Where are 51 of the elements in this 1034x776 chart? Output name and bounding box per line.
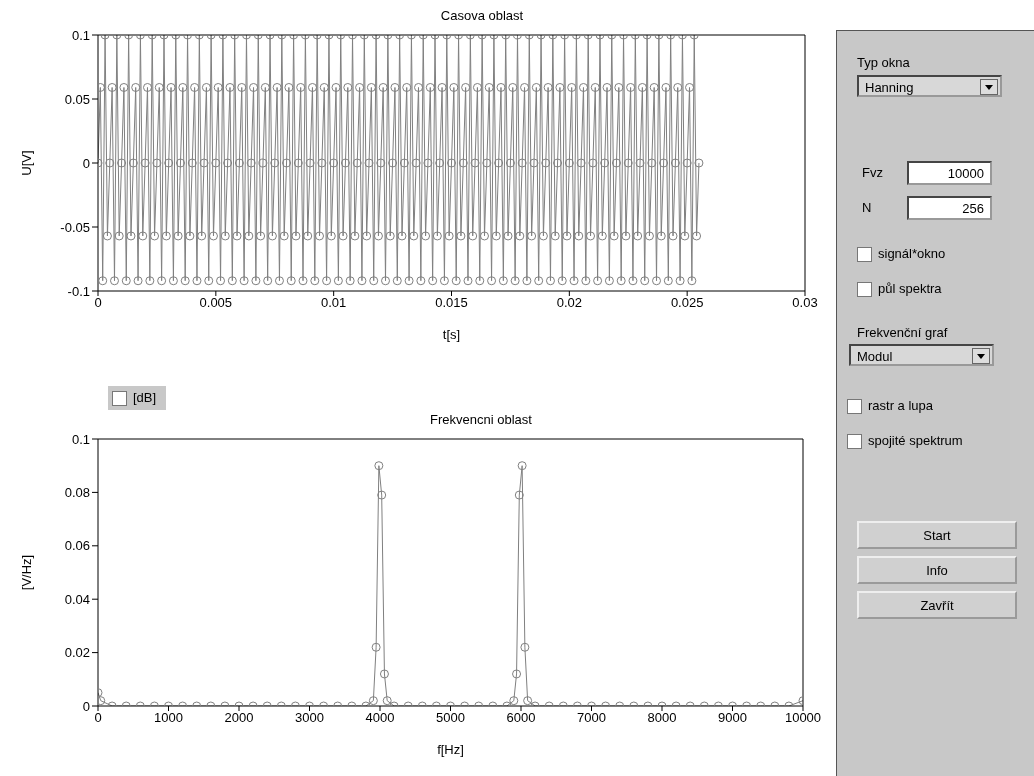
y-tick-label: 0.1 [71, 431, 90, 447]
text: Frekvenční graf [857, 324, 948, 342]
text: Typ okna [857, 54, 910, 72]
chart-title: Frekvencni oblast [429, 412, 533, 427]
x-tick-label: 0.025 [670, 295, 704, 311]
dropdown: Modul [849, 344, 994, 366]
text: signál*okno [877, 246, 946, 263]
text-field: 10000 [907, 161, 992, 185]
x-tick-label: 1000 [154, 710, 183, 726]
text: N [862, 199, 872, 217]
x-tick-label: 7000 [577, 710, 606, 726]
y-tick-label: -0.05 [60, 219, 90, 235]
chart-title: Casova oblast [439, 8, 525, 23]
x-tick-label: 0.01 [321, 295, 347, 311]
y-tick-label: 0.1 [71, 27, 90, 43]
x-tick-label: 0.02 [556, 295, 582, 311]
y-tick-label: 0.05 [64, 91, 90, 107]
x-tick-label: 6000 [506, 710, 536, 726]
y-tick-label: 0.02 [64, 645, 90, 661]
x-tick-label: 10000 [784, 710, 822, 726]
dropdown: Hanning [857, 75, 1002, 97]
x-tick-label: 9000 [718, 710, 747, 726]
text: rastr a lupa [867, 398, 934, 415]
x-tick-label: 3000 [295, 710, 324, 726]
y-tick-label: 0 [82, 698, 90, 714]
y-axis-title: [V/Hz] [18, 554, 34, 591]
checkbox-control: [dB] [108, 386, 167, 411]
x-tick-label: 2000 [224, 710, 254, 726]
text: Fvz [862, 164, 883, 182]
button: Info [857, 556, 1017, 584]
y-axis-title: U[V] [18, 150, 34, 176]
y-tick-label: 0.06 [64, 538, 90, 554]
y-tick-label: 0 [82, 155, 90, 171]
text: spojité spektrum [867, 433, 963, 450]
x-axis-title: f[Hz] [437, 742, 464, 757]
x-axis-title: t[s] [442, 327, 461, 342]
x-tick-label: 4000 [365, 710, 395, 726]
x-tick-label: 0.015 [435, 295, 468, 311]
button: Zavřít [857, 591, 1017, 619]
text: půl spektra [877, 281, 942, 298]
y-tick-label: 0.04 [64, 591, 90, 607]
x-tick-label: 8000 [647, 710, 677, 726]
x-tick-label: 0.005 [199, 295, 233, 311]
y-tick-label: -0.1 [67, 283, 90, 299]
x-tick-label: 0 [94, 295, 102, 311]
x-tick-label: 0 [94, 710, 102, 726]
y-tick-label: 0.08 [64, 485, 90, 501]
x-tick-label: 5000 [436, 710, 465, 726]
x-tick-label: 0.03 [792, 295, 818, 311]
button: Start [857, 521, 1017, 549]
text-field: 256 [907, 196, 992, 220]
